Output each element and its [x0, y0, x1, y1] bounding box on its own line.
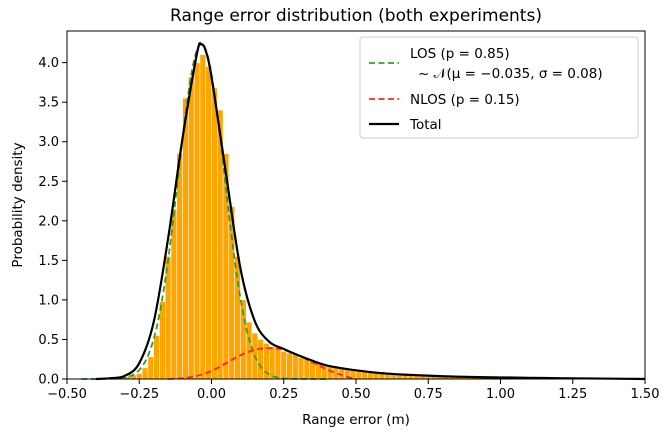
histogram-bar — [367, 372, 374, 380]
histogram-bar — [136, 373, 143, 380]
x-tick-label: 1.00 — [486, 387, 515, 402]
los-legend-label: ~ 𝒩(μ = −0.035, σ = 0.08) — [418, 66, 603, 82]
y-tick-label: 2.0 — [38, 214, 59, 229]
histogram-bars — [112, 54, 588, 380]
histogram-bar — [182, 97, 189, 380]
total-legend-label: Total — [409, 117, 442, 133]
histogram-bar — [211, 87, 218, 380]
y-tick-label: 3.0 — [38, 135, 59, 150]
x-tick-label: −0.25 — [119, 387, 159, 402]
x-tick-label: 0.50 — [342, 387, 371, 402]
x-tick-label: 0.00 — [197, 387, 226, 402]
x-tick-label: −0.50 — [47, 387, 87, 402]
histogram-bar — [199, 54, 206, 380]
histogram-bar — [297, 357, 305, 380]
histogram-bar — [280, 351, 287, 380]
y-tick-label: 4.0 — [38, 56, 59, 71]
x-axis: −0.50 −0.25 0.00 0.25 0.50 0.75 1.00 1.25 1.50 — [47, 379, 659, 402]
histogram-bar — [188, 76, 195, 380]
histogram-bar — [153, 335, 160, 380]
y-tick-label: 2.5 — [38, 175, 59, 190]
y-axis: 0.0 0.5 1.0 1.5 2.0 2.5 3.0 3.5 4.0 — [38, 56, 67, 388]
histogram-bar — [141, 367, 149, 380]
legend-box — [359, 36, 639, 139]
histogram-bar — [269, 346, 276, 380]
histogram-bar — [292, 354, 299, 380]
los-legend-label: LOS (p = 0.85) — [410, 46, 510, 62]
histogram-bar — [286, 352, 293, 380]
y-tick-label: 0.0 — [38, 373, 59, 388]
x-tick-label: 1.25 — [558, 387, 587, 402]
histogram-bar — [361, 371, 368, 380]
chart-title: Range error distribution (both experimen… — [170, 6, 542, 26]
nlos-curve — [168, 347, 357, 380]
legend: LOS (p = 0.85) ~ 𝒩(μ = −0.035, σ = 0.08) N… — [359, 36, 639, 139]
y-tick-label: 3.5 — [38, 96, 59, 111]
histogram-bar — [303, 358, 311, 380]
y-tick-label: 1.5 — [38, 254, 59, 269]
histogram-bar — [193, 62, 201, 380]
x-tick-label: 1.50 — [631, 387, 660, 402]
y-tick-label: 0.5 — [38, 333, 59, 348]
histogram-bar — [384, 374, 391, 380]
x-axis-label: Range error (m) — [302, 412, 410, 428]
y-axis-label: Probability density — [10, 142, 26, 267]
histogram-bar — [205, 66, 212, 380]
histogram-bar — [274, 347, 282, 380]
histogram-bar — [147, 356, 154, 380]
total-curve — [95, 42, 646, 381]
histogram-bar — [257, 339, 264, 380]
histogram-bar — [165, 256, 172, 380]
histogram-bar — [159, 301, 166, 380]
nlos-legend-label: NLOS (p = 0.15) — [410, 92, 520, 108]
x-tick-label: 0.75 — [414, 387, 443, 402]
y-tick-label: 1.0 — [38, 293, 59, 308]
histogram-bar — [396, 374, 403, 380]
x-tick-label: 0.25 — [269, 387, 298, 402]
